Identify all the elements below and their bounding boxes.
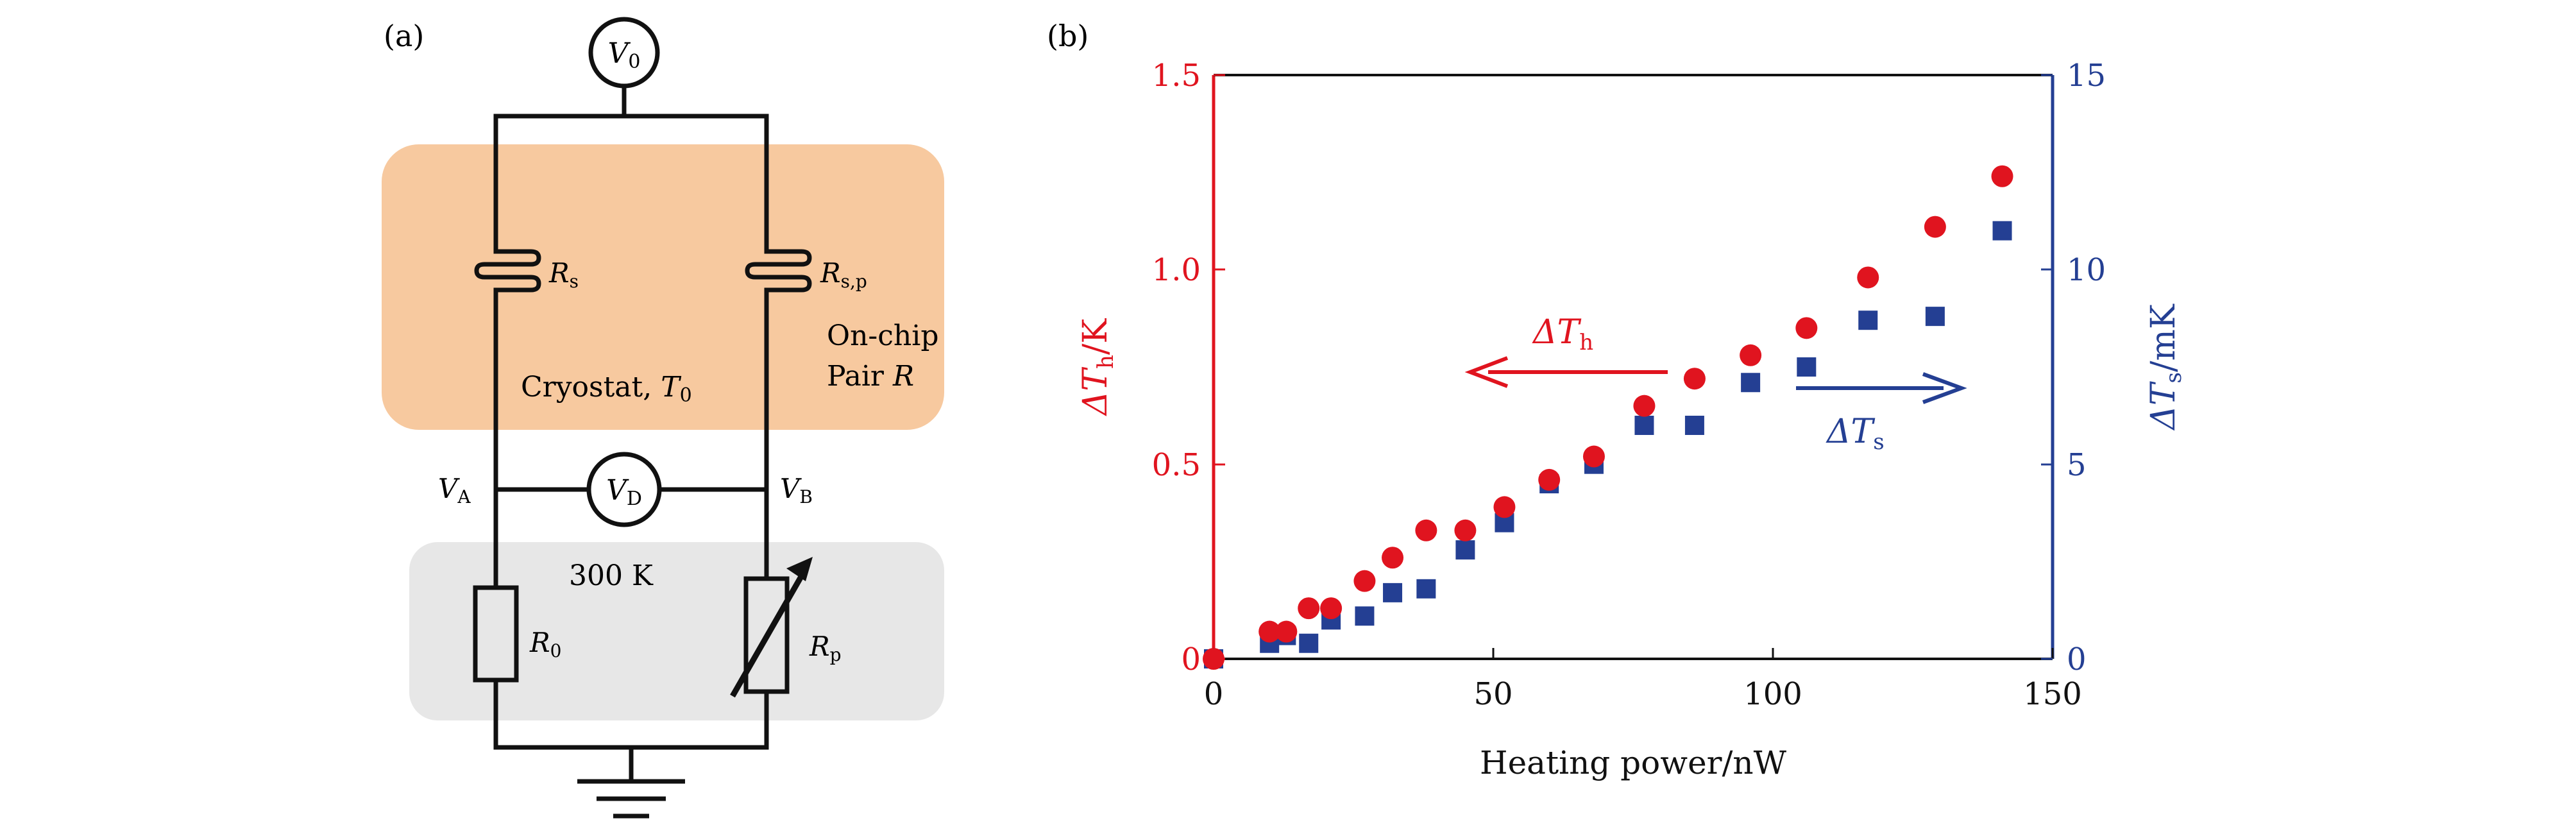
x-tick-label: 0	[1204, 676, 1224, 712]
onchip-label-line2: Pair R	[827, 360, 914, 393]
y-right-ticks: 0 5 10 15	[2041, 58, 2106, 677]
data-point-ts-square	[1925, 307, 1945, 327]
x-tick-label: 50	[1473, 676, 1513, 712]
data-point-ts-square	[1299, 633, 1319, 653]
voltmeter-v0-label: V0	[608, 37, 641, 73]
data-point-ts-square	[1455, 540, 1475, 560]
cryostat-label: Cryostat, T0	[521, 371, 692, 407]
x-tick-label: 150	[2023, 676, 2082, 712]
y-right-tick-label: 10	[2067, 252, 2106, 288]
data-point-th-circle	[1740, 344, 1762, 366]
panel-a-circuit-diagram: (a) V0	[382, 17, 944, 819]
resistor-rs-label: Rs	[548, 257, 579, 292]
x-tick-label: 100	[1743, 676, 1802, 712]
voltmeter-vd-label: VD	[606, 474, 642, 510]
data-point-ts-square	[1858, 311, 1878, 330]
annotation-arrow-s: ΔTs	[1796, 372, 1967, 455]
variable-arrow-icon	[786, 557, 813, 581]
annotation-arrow-h: ΔTh	[1464, 313, 1668, 388]
data-point-th-circle	[1924, 216, 1946, 238]
data-point-th-circle	[1298, 597, 1320, 620]
y-left-tick-label: 0	[1181, 642, 1201, 677]
data-point-ts-square	[1355, 606, 1375, 626]
panel-a-label: (a)	[384, 19, 424, 53]
annotation-arrow-h-label: ΔTh	[1532, 313, 1593, 355]
data-point-ts-square	[1741, 373, 1761, 393]
y-left-ticks: 0 0.5 1.0 1.5	[1152, 58, 1225, 677]
data-point-th-circle	[1203, 648, 1224, 670]
data-point-th-circle	[1415, 519, 1437, 541]
y-right-axis-title: ΔTs/mK	[2144, 303, 2187, 431]
panel-b-label: (b)	[1047, 19, 1089, 53]
resistor-rsp-symbol	[745, 243, 812, 296]
voltmeter-vd: VD	[586, 452, 662, 527]
data-point-th-circle	[1275, 620, 1298, 643]
annotation-arrow-s-label: ΔTs	[1826, 413, 1885, 455]
data-point-th-circle	[1538, 468, 1561, 491]
plot-markers	[1203, 165, 2013, 670]
onchip-label-line1: On-chip	[827, 319, 939, 352]
arrow-right-icon	[1922, 372, 1967, 404]
resistor-r0-label: R0	[529, 627, 561, 661]
resistor-rp-label: Rp	[809, 631, 842, 665]
data-point-ts-square	[1684, 416, 1704, 435]
data-point-ts-square	[1634, 416, 1654, 435]
cryostat-region	[382, 144, 944, 430]
x-ticks: 0 50 100 150	[1204, 648, 2082, 712]
voltmeter-v0-circle	[588, 17, 660, 89]
data-point-th-circle	[1582, 445, 1605, 468]
circuit-wires	[493, 78, 769, 784]
data-point-th-circle	[1493, 496, 1516, 518]
resistor-rsp-label: Rs,p	[820, 257, 867, 292]
data-point-th-circle	[1320, 597, 1343, 620]
y-right-tick-label: 5	[2067, 447, 2087, 483]
data-point-ts-square	[1416, 579, 1436, 599]
data-point-th-circle	[1258, 620, 1281, 643]
data-point-th-circle	[1633, 395, 1656, 417]
data-point-th-circle	[1795, 317, 1818, 339]
data-point-th-circle	[1454, 519, 1477, 541]
ground-symbol	[577, 779, 685, 819]
data-point-ts-square	[1797, 357, 1817, 377]
panel-b-chart: (b) 0 50 100 150 0 0.5 1.0 1.5	[1047, 19, 2187, 781]
room-temperature-label: 300 K	[569, 559, 654, 592]
y-left-axis-title: ΔTh/K	[1076, 318, 1119, 417]
y-right-tick-label: 15	[2067, 58, 2106, 94]
y-left-tick-label: 1.0	[1152, 252, 1201, 288]
data-point-th-circle	[1382, 547, 1404, 569]
data-point-th-circle	[1991, 165, 2013, 187]
data-point-th-circle	[1353, 570, 1376, 592]
voltmeter-v0: V0	[588, 17, 660, 89]
resistor-rp-symbol	[730, 557, 813, 698]
room-temperature-region	[409, 542, 944, 720]
data-point-th-circle	[1683, 368, 1706, 390]
data-point-ts-square	[1383, 583, 1403, 602]
arrow-left-icon	[1464, 356, 1509, 388]
resistor-rs-symbol	[474, 243, 541, 296]
node-vb-label: VB	[780, 473, 813, 507]
data-point-th-circle	[1857, 266, 1879, 289]
data-point-ts-square	[1992, 221, 2012, 241]
x-axis-title: Heating power/nW	[1480, 744, 1787, 781]
voltmeter-vd-circle	[586, 452, 662, 527]
y-left-tick-label: 0.5	[1152, 447, 1201, 483]
node-va-label: VA	[438, 473, 471, 507]
y-left-tick-label: 1.5	[1152, 58, 1201, 94]
y-right-tick-label: 0	[2067, 642, 2087, 677]
resistor-r0-symbol	[473, 585, 519, 683]
